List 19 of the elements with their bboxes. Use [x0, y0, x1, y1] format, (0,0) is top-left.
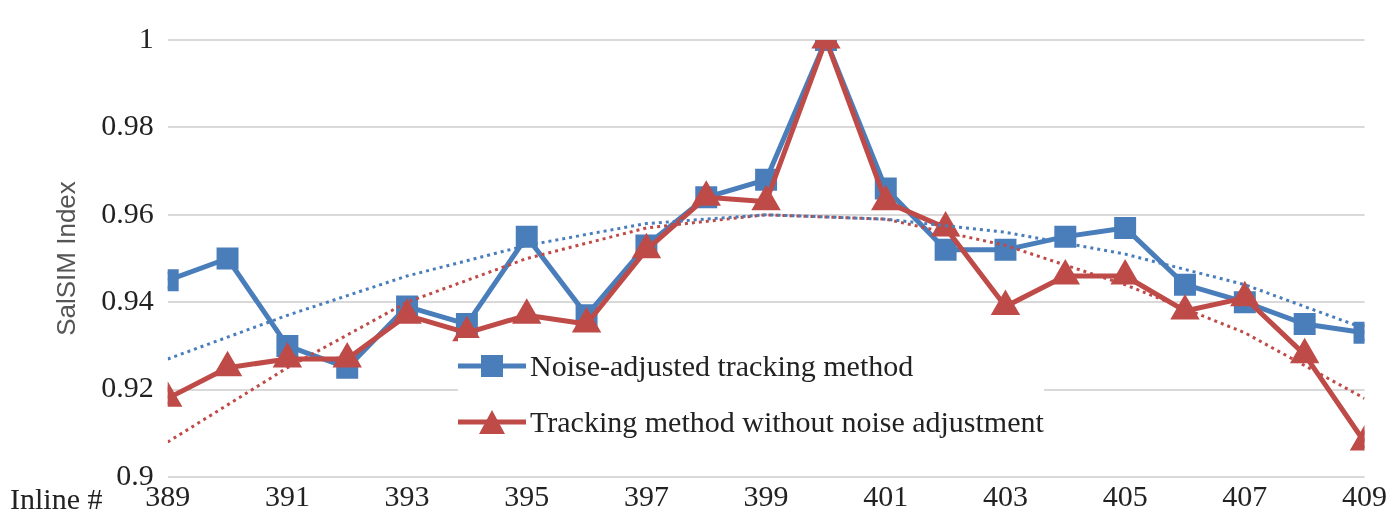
x-axis-title: Inline # — [10, 481, 103, 515]
legend-label: Noise-adjusted tracking method — [530, 349, 914, 383]
y-tick-label: 0.94 — [101, 283, 154, 317]
y-tick-label: 0.92 — [101, 370, 154, 404]
y-tick-label: 1 — [138, 20, 154, 54]
x-tick-label: 391 — [264, 478, 310, 512]
x-tick-label: 409 — [1342, 478, 1387, 512]
y-tick-label: 0.96 — [101, 195, 154, 229]
legend-label: Tracking method without noise adjustment — [530, 405, 1044, 439]
x-tick-label: 407 — [1222, 478, 1268, 512]
x-tick-label: 393 — [384, 478, 430, 512]
x-tick-label: 397 — [623, 478, 669, 512]
x-tick-label: 403 — [982, 478, 1028, 512]
x-tick-label: 405 — [1102, 478, 1148, 512]
x-tick-label: 395 — [504, 478, 550, 512]
y-axis-title: SalSIM Index — [50, 181, 81, 336]
x-tick-label: 399 — [743, 478, 789, 512]
y-tick-label: 0.98 — [101, 108, 154, 142]
x-tick-label: 401 — [863, 478, 909, 512]
